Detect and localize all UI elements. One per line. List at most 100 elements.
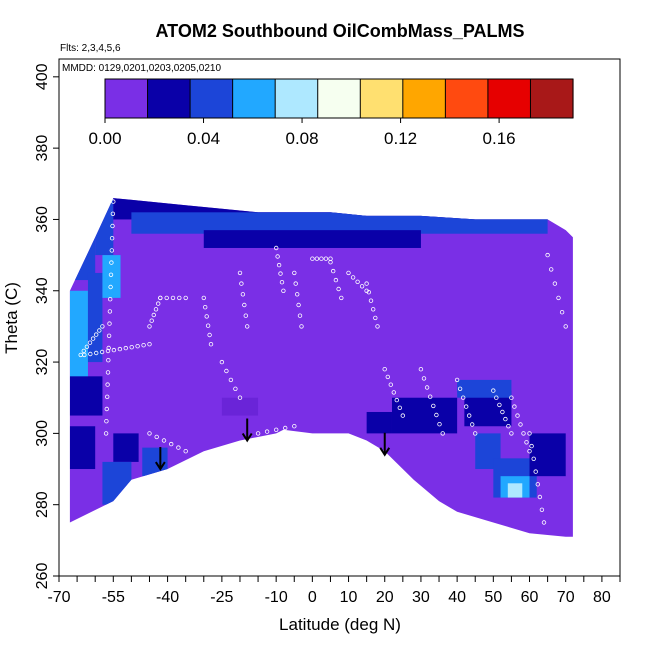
data-point: [529, 443, 534, 449]
data-point: [400, 413, 405, 418]
data-point: [431, 403, 436, 409]
data-point: [331, 268, 336, 274]
data-point: [559, 310, 565, 315]
data-point: [295, 292, 300, 297]
x-tick-label: 10: [340, 589, 358, 606]
y-axis: 260 280 300 320 340 360 380 400: [34, 63, 59, 589]
measurement-points: [78, 199, 568, 525]
colorbar-label: 0.04: [187, 129, 220, 148]
data-point: [255, 431, 261, 436]
colorbar-frame: [104, 78, 574, 119]
field-patch: [69, 290, 88, 380]
data-point: [161, 438, 167, 443]
data-point: [233, 386, 238, 391]
data-point: [336, 286, 341, 292]
data-point: [106, 345, 111, 351]
field-patch: [391, 397, 458, 434]
data-point: [149, 318, 154, 323]
data-point: [110, 211, 116, 216]
data-point: [278, 271, 283, 276]
data-point: [202, 305, 208, 310]
data-point: [107, 297, 113, 302]
arrow-head: [155, 461, 166, 471]
data-point: [319, 256, 324, 261]
data-point: [563, 324, 568, 329]
data-point: [147, 431, 152, 436]
data-point: [237, 270, 243, 276]
data-point: [147, 324, 152, 329]
x-axis-label: Latitude (deg N): [279, 615, 401, 634]
colorbar-label: 0.08: [286, 129, 319, 148]
data-point: [274, 427, 279, 432]
data-point: [154, 434, 159, 440]
x-tick-label: -55: [102, 589, 125, 606]
field-patch: [507, 483, 523, 498]
data-point: [208, 342, 214, 347]
data-point: [524, 440, 529, 445]
data-point: [421, 376, 427, 381]
data-point: [243, 313, 248, 318]
data-point: [88, 351, 93, 357]
data-point: [151, 312, 156, 318]
data-point: [177, 295, 182, 301]
plot-area: [69, 198, 573, 537]
data-point: [314, 256, 320, 261]
data-point: [276, 262, 282, 268]
data-point: [90, 336, 96, 341]
data-point: [461, 395, 466, 400]
data-point: [93, 332, 99, 337]
data-point: [521, 431, 526, 436]
data-point: [104, 419, 109, 424]
data-point: [541, 520, 547, 525]
x-axis: -70 -55 -40 -25 -10 0 10 20 30 40 50 60 70 80: [47, 576, 621, 606]
data-point: [111, 347, 117, 353]
data-point: [97, 328, 102, 333]
x-tick-label: 20: [376, 589, 394, 606]
data-point: [359, 284, 365, 289]
data-point: [355, 279, 360, 284]
y-tick-label: 400: [34, 63, 51, 90]
data-point: [183, 449, 188, 454]
data-point: [153, 307, 159, 312]
data-point: [382, 367, 387, 372]
data-point: [117, 346, 123, 352]
data-point: [274, 245, 279, 251]
data-point: [81, 348, 86, 354]
y-axis-label: Theta (C): [2, 282, 21, 354]
data-point: [491, 388, 496, 393]
data-point: [111, 199, 116, 204]
data-point: [228, 377, 234, 383]
data-point: [141, 343, 146, 348]
data-point: [170, 295, 176, 301]
data-point: [428, 394, 433, 399]
data-point: [394, 397, 399, 403]
colorbar-bin-6: [360, 79, 404, 118]
data-point: [176, 445, 181, 450]
data-point: [339, 295, 344, 301]
x-tick-label: -25: [210, 589, 233, 606]
data-point: [293, 281, 298, 286]
data-point: [457, 386, 463, 391]
data-point: [556, 295, 561, 301]
colorbar-bin-9: [487, 79, 532, 118]
data-point: [509, 431, 514, 436]
y-tick-label: 260: [34, 563, 51, 590]
data-point: [108, 272, 114, 277]
x-tick-label: -70: [47, 589, 70, 606]
data-point: [93, 350, 99, 356]
colorbar-label: 0.16: [483, 129, 516, 148]
data-point: [391, 390, 396, 395]
data-point: [100, 324, 105, 329]
field-patch: [366, 411, 392, 434]
data-point: [333, 277, 339, 283]
data-point: [373, 315, 378, 321]
data-point: [104, 394, 110, 399]
data-point: [503, 416, 508, 422]
data-point: [545, 252, 550, 258]
colorbar-bin-3: [232, 79, 276, 118]
data-point: [106, 358, 111, 363]
data-point: [512, 404, 517, 409]
data-point: [109, 248, 114, 253]
data-point: [164, 295, 169, 301]
colorbar-bin-0: [105, 79, 149, 118]
